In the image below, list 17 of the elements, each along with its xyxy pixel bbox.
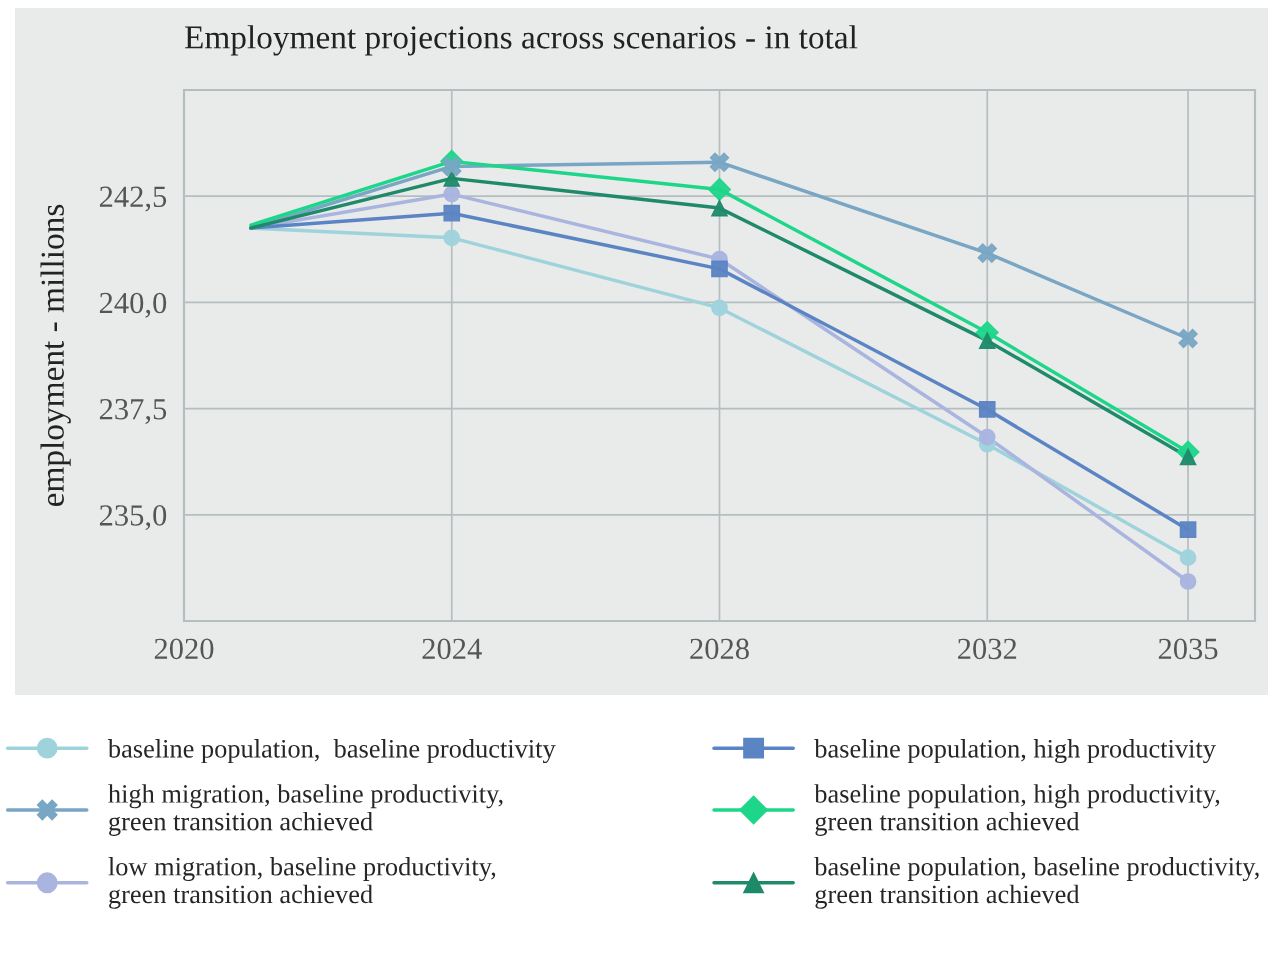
x-tick-label: 2035 [1158,638,1218,660]
legend-label: baseline population, high productivity [814,739,1216,764]
legend-label: baseline population, baseline productivity [107,739,556,764]
legend-label: low migration, baseline productivity, green transition achieved [108,857,496,909]
y-tick-label: 240,0 [99,292,167,318]
y-tick-label: 237,5 [99,398,167,424]
y-tick-label: 242,5 [99,186,167,212]
x-tick-label: 2024 [422,638,482,660]
legend-label: high migration, baseline productivity, green transition achieved [108,784,503,836]
x-tick-label: 2020 [154,638,214,660]
x-tick-label: 2032 [958,638,1017,660]
y-tick-label: 235,0 [99,505,167,531]
legend-label: baseline population, high productivity, green transition achieved [814,784,1220,836]
y-axis-title: employment - millions [40,204,71,507]
legend-label: baseline population, baseline productivity, green transition achieved [814,857,1259,909]
x-tick-label: 2028 [690,638,749,660]
chart-title: Employment projections across scenarios - in total [184,25,858,56]
